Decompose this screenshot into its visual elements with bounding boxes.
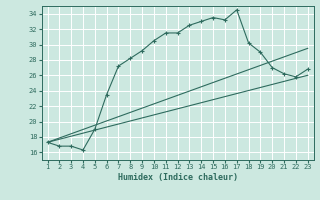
X-axis label: Humidex (Indice chaleur): Humidex (Indice chaleur) bbox=[118, 173, 237, 182]
